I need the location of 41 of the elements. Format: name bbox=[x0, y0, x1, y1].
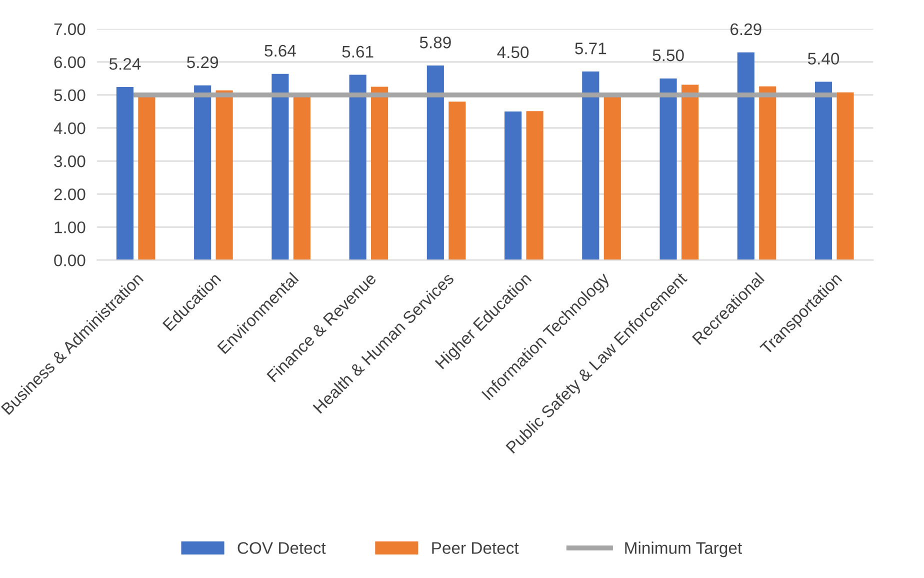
y-tick-label: 0.00 bbox=[54, 254, 86, 266]
bar bbox=[371, 86, 388, 260]
y-tick-label: 5.00 bbox=[54, 89, 86, 102]
bar bbox=[604, 96, 621, 260]
y-tick-label: 4.00 bbox=[54, 122, 86, 134]
bar bbox=[582, 72, 600, 260]
y-tick-label: 6.00 bbox=[54, 56, 86, 68]
bar bbox=[426, 66, 444, 260]
bar bbox=[504, 111, 522, 260]
bar bbox=[349, 74, 366, 260]
bar bbox=[138, 96, 156, 260]
bar bbox=[836, 92, 854, 260]
data-label: 5.61 bbox=[342, 46, 374, 58]
bar bbox=[448, 102, 466, 260]
bar bbox=[526, 111, 544, 260]
bar bbox=[272, 74, 289, 260]
bar bbox=[216, 90, 233, 260]
bar bbox=[681, 84, 699, 260]
y-tick-label: 7.00 bbox=[54, 23, 86, 36]
bar bbox=[293, 96, 310, 260]
y-tick-label: 3.00 bbox=[54, 155, 86, 168]
data-label: 5.64 bbox=[264, 44, 296, 57]
data-label: 5.40 bbox=[808, 52, 840, 65]
legend-label: Minimum Target bbox=[625, 542, 742, 558]
data-label: 5.24 bbox=[109, 58, 141, 70]
data-label: 5.71 bbox=[575, 42, 606, 54]
data-label: 4.50 bbox=[497, 46, 529, 58]
bar bbox=[660, 78, 677, 260]
bar bbox=[814, 82, 832, 260]
y-tick-label: 1.00 bbox=[54, 221, 86, 234]
bar bbox=[194, 85, 212, 260]
bar bbox=[737, 52, 754, 260]
data-label: 5.89 bbox=[420, 36, 451, 48]
data-label: 5.50 bbox=[652, 49, 684, 62]
bar bbox=[116, 87, 134, 260]
legend-label: Peer Detect bbox=[432, 542, 519, 554]
data-label: 6.29 bbox=[730, 23, 762, 36]
data-label: 5.29 bbox=[187, 56, 218, 68]
legend-label: COV Detect bbox=[238, 542, 326, 554]
bar bbox=[759, 86, 776, 260]
y-tick-label: 2.00 bbox=[54, 188, 86, 200]
